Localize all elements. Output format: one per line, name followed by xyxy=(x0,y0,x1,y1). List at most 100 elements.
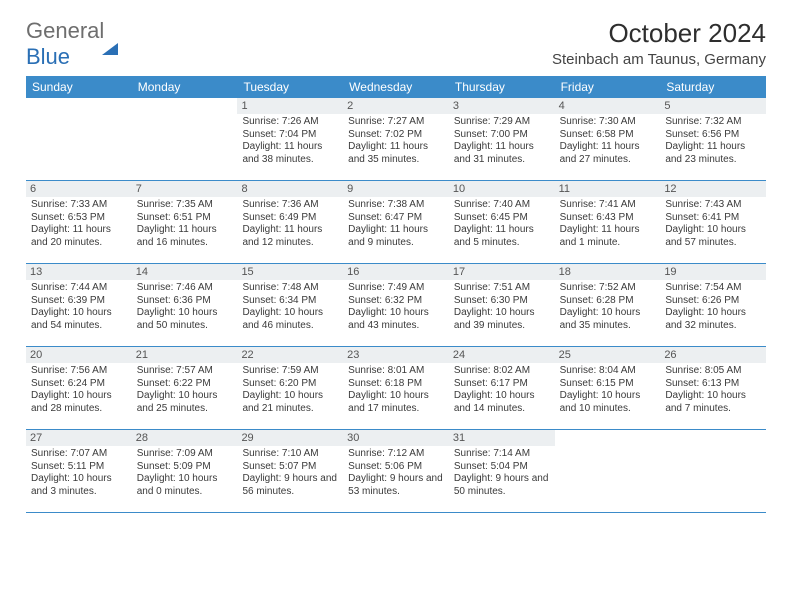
sunrise-text: Sunrise: 7:54 AM xyxy=(665,282,761,295)
sunset-text: Sunset: 7:04 PM xyxy=(242,129,338,142)
weekday-label: Wednesday xyxy=(343,76,449,98)
day-cell: . xyxy=(132,98,238,180)
sunrise-text: Sunrise: 7:40 AM xyxy=(454,199,550,212)
day-cell: 10Sunrise: 7:40 AMSunset: 6:45 PMDayligh… xyxy=(449,181,555,263)
daylight-text: Daylight: 11 hours and 35 minutes. xyxy=(348,141,444,166)
day-cell: 11Sunrise: 7:41 AMSunset: 6:43 PMDayligh… xyxy=(555,181,661,263)
daylight-text: Daylight: 11 hours and 5 minutes. xyxy=(454,224,550,249)
day-info: Sunrise: 7:29 AMSunset: 7:00 PMDaylight:… xyxy=(454,116,550,166)
sunset-text: Sunset: 6:24 PM xyxy=(31,378,127,391)
day-cell: 23Sunrise: 8:01 AMSunset: 6:18 PMDayligh… xyxy=(343,347,449,429)
daylight-text: Daylight: 10 hours and 14 minutes. xyxy=(454,390,550,415)
sunrise-text: Sunrise: 7:51 AM xyxy=(454,282,550,295)
day-info: Sunrise: 7:48 AMSunset: 6:34 PMDaylight:… xyxy=(242,282,338,332)
day-info: Sunrise: 7:26 AMSunset: 7:04 PMDaylight:… xyxy=(242,116,338,166)
daylight-text: Daylight: 10 hours and 54 minutes. xyxy=(31,307,127,332)
day-info: Sunrise: 7:49 AMSunset: 6:32 PMDaylight:… xyxy=(348,282,444,332)
day-info: Sunrise: 7:40 AMSunset: 6:45 PMDaylight:… xyxy=(454,199,550,249)
day-number: 27 xyxy=(26,430,132,446)
day-info: Sunrise: 7:52 AMSunset: 6:28 PMDaylight:… xyxy=(560,282,656,332)
sunrise-text: Sunrise: 7:52 AM xyxy=(560,282,656,295)
day-cell: 17Sunrise: 7:51 AMSunset: 6:30 PMDayligh… xyxy=(449,264,555,346)
sunset-text: Sunset: 6:49 PM xyxy=(242,212,338,225)
day-cell: 25Sunrise: 8:04 AMSunset: 6:15 PMDayligh… xyxy=(555,347,661,429)
sunset-text: Sunset: 6:22 PM xyxy=(137,378,233,391)
day-info: Sunrise: 7:54 AMSunset: 6:26 PMDaylight:… xyxy=(665,282,761,332)
sunset-text: Sunset: 6:41 PM xyxy=(665,212,761,225)
logo: General Blue xyxy=(26,18,118,70)
sunrise-text: Sunrise: 7:12 AM xyxy=(348,448,444,461)
sunset-text: Sunset: 6:17 PM xyxy=(454,378,550,391)
daylight-text: Daylight: 11 hours and 16 minutes. xyxy=(137,224,233,249)
day-number: 5 xyxy=(660,98,766,114)
logo-part1: General xyxy=(26,18,104,43)
sunset-text: Sunset: 6:34 PM xyxy=(242,295,338,308)
sunset-text: Sunset: 6:39 PM xyxy=(31,295,127,308)
daylight-text: Daylight: 10 hours and 25 minutes. xyxy=(137,390,233,415)
sunrise-text: Sunrise: 7:35 AM xyxy=(137,199,233,212)
calendar-page: General Blue October 2024 Steinbach am T… xyxy=(0,0,792,531)
day-number: 20 xyxy=(26,347,132,363)
day-number: 29 xyxy=(237,430,343,446)
sunrise-text: Sunrise: 7:10 AM xyxy=(242,448,338,461)
day-number: 13 xyxy=(26,264,132,280)
day-number: 28 xyxy=(132,430,238,446)
logo-part2: Blue xyxy=(26,44,70,69)
day-number: 31 xyxy=(449,430,555,446)
day-number: 26 xyxy=(660,347,766,363)
daylight-text: Daylight: 10 hours and 3 minutes. xyxy=(31,473,127,498)
sunset-text: Sunset: 5:09 PM xyxy=(137,461,233,474)
day-info: Sunrise: 7:36 AMSunset: 6:49 PMDaylight:… xyxy=(242,199,338,249)
daylight-text: Daylight: 11 hours and 20 minutes. xyxy=(31,224,127,249)
day-number: 9 xyxy=(343,181,449,197)
day-cell: 26Sunrise: 8:05 AMSunset: 6:13 PMDayligh… xyxy=(660,347,766,429)
sunset-text: Sunset: 6:28 PM xyxy=(560,295,656,308)
day-cell: 14Sunrise: 7:46 AMSunset: 6:36 PMDayligh… xyxy=(132,264,238,346)
weeks-container: ..1Sunrise: 7:26 AMSunset: 7:04 PMDaylig… xyxy=(26,98,766,513)
sunrise-text: Sunrise: 7:41 AM xyxy=(560,199,656,212)
sunrise-text: Sunrise: 7:30 AM xyxy=(560,116,656,129)
day-number: 17 xyxy=(449,264,555,280)
day-info: Sunrise: 8:02 AMSunset: 6:17 PMDaylight:… xyxy=(454,365,550,415)
day-cell: 16Sunrise: 7:49 AMSunset: 6:32 PMDayligh… xyxy=(343,264,449,346)
logo-text: General Blue xyxy=(26,18,118,70)
day-info: Sunrise: 7:09 AMSunset: 5:09 PMDaylight:… xyxy=(137,448,233,498)
sunrise-text: Sunrise: 7:09 AM xyxy=(137,448,233,461)
daylight-text: Daylight: 9 hours and 50 minutes. xyxy=(454,473,550,498)
sail-icon xyxy=(102,18,118,55)
daylight-text: Daylight: 10 hours and 7 minutes. xyxy=(665,390,761,415)
daylight-text: Daylight: 10 hours and 46 minutes. xyxy=(242,307,338,332)
weekday-label: Friday xyxy=(555,76,661,98)
day-cell: 9 Sunrise: 7:38 AMSunset: 6:47 PMDaylight… xyxy=(343,181,449,263)
calendar: SundayMondayTuesdayWednesdayThursdayFrid… xyxy=(26,76,766,513)
daylight-text: Daylight: 11 hours and 38 minutes. xyxy=(242,141,338,166)
day-info: Sunrise: 7:27 AMSunset: 7:02 PMDaylight:… xyxy=(348,116,444,166)
daylight-text: Daylight: 11 hours and 23 minutes. xyxy=(665,141,761,166)
week-row: ..1Sunrise: 7:26 AMSunset: 7:04 PMDaylig… xyxy=(26,98,766,181)
sunrise-text: Sunrise: 7:56 AM xyxy=(31,365,127,378)
sunset-text: Sunset: 6:32 PM xyxy=(348,295,444,308)
day-cell: . xyxy=(26,98,132,180)
daylight-text: Daylight: 9 hours and 56 minutes. xyxy=(242,473,338,498)
sunrise-text: Sunrise: 7:32 AM xyxy=(665,116,761,129)
day-cell: 3Sunrise: 7:29 AMSunset: 7:00 PMDaylight… xyxy=(449,98,555,180)
day-number: 1 xyxy=(237,98,343,114)
sunrise-text: Sunrise: 7:48 AM xyxy=(242,282,338,295)
day-info: Sunrise: 7:12 AMSunset: 5:06 PMDaylight:… xyxy=(348,448,444,498)
sunrise-text: Sunrise: 7:44 AM xyxy=(31,282,127,295)
day-info: Sunrise: 7:41 AMSunset: 6:43 PMDaylight:… xyxy=(560,199,656,249)
sunrise-text: Sunrise: 7:38 AM xyxy=(348,199,444,212)
day-info: Sunrise: 7:38 AMSunset: 6:47 PMDaylight:… xyxy=(348,199,444,249)
day-info: Sunrise: 7:30 AMSunset: 6:58 PMDaylight:… xyxy=(560,116,656,166)
day-number: 19 xyxy=(660,264,766,280)
sunrise-text: Sunrise: 7:36 AM xyxy=(242,199,338,212)
day-cell: 2Sunrise: 7:27 AMSunset: 7:02 PMDaylight… xyxy=(343,98,449,180)
sunset-text: Sunset: 6:45 PM xyxy=(454,212,550,225)
day-cell: 30Sunrise: 7:12 AMSunset: 5:06 PMDayligh… xyxy=(343,430,449,512)
day-info: Sunrise: 7:35 AMSunset: 6:51 PMDaylight:… xyxy=(137,199,233,249)
weekday-label: Monday xyxy=(132,76,238,98)
sunset-text: Sunset: 6:58 PM xyxy=(560,129,656,142)
day-info: Sunrise: 7:07 AMSunset: 5:11 PMDaylight:… xyxy=(31,448,127,498)
sunrise-text: Sunrise: 7:59 AM xyxy=(242,365,338,378)
sunset-text: Sunset: 5:04 PM xyxy=(454,461,550,474)
